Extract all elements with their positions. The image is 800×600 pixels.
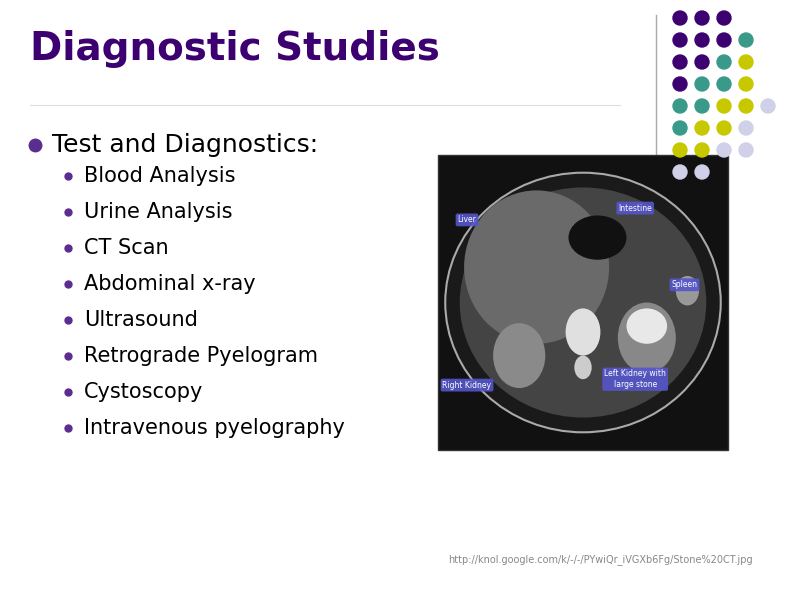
Text: Abdominal x-ray: Abdominal x-ray: [84, 274, 256, 294]
Bar: [438, 155, 728, 450]
Ellipse shape: [676, 276, 699, 305]
Circle shape: [739, 143, 753, 157]
Text: CT Scan: CT Scan: [84, 238, 169, 258]
Ellipse shape: [618, 302, 676, 373]
Circle shape: [717, 121, 731, 135]
Circle shape: [761, 99, 775, 113]
Circle shape: [717, 77, 731, 91]
Text: Left Kidney with
large stone: Left Kidney with large stone: [604, 370, 666, 389]
Circle shape: [739, 55, 753, 69]
Circle shape: [717, 55, 731, 69]
Text: Intestine: Intestine: [618, 203, 652, 212]
Text: http://knol.google.com/k/-/-/PYwiQr_iVGXb6Fg/Stone%20CT.jpg: http://knol.google.com/k/-/-/PYwiQr_iVGX…: [448, 554, 752, 565]
Circle shape: [717, 143, 731, 157]
Circle shape: [695, 33, 709, 47]
Ellipse shape: [493, 323, 546, 388]
Ellipse shape: [464, 190, 609, 344]
Circle shape: [717, 99, 731, 113]
Circle shape: [695, 121, 709, 135]
Circle shape: [717, 33, 731, 47]
Circle shape: [695, 99, 709, 113]
Ellipse shape: [460, 187, 706, 418]
Circle shape: [673, 165, 687, 179]
Circle shape: [673, 99, 687, 113]
Text: Liver: Liver: [458, 215, 477, 224]
Text: Test and Diagnostics:: Test and Diagnostics:: [52, 133, 318, 157]
Text: Blood Analysis: Blood Analysis: [84, 166, 235, 186]
Circle shape: [673, 121, 687, 135]
Text: Urine Analysis: Urine Analysis: [84, 202, 233, 222]
Circle shape: [673, 55, 687, 69]
Ellipse shape: [569, 215, 626, 260]
Ellipse shape: [566, 308, 600, 356]
Circle shape: [673, 77, 687, 91]
Ellipse shape: [626, 308, 667, 344]
Circle shape: [739, 33, 753, 47]
Circle shape: [673, 11, 687, 25]
Circle shape: [739, 99, 753, 113]
Text: Diagnostic Studies: Diagnostic Studies: [30, 30, 440, 68]
Circle shape: [695, 77, 709, 91]
Circle shape: [673, 33, 687, 47]
Ellipse shape: [446, 173, 721, 432]
Text: Intravenous pyelography: Intravenous pyelography: [84, 418, 345, 438]
Circle shape: [695, 165, 709, 179]
Circle shape: [739, 77, 753, 91]
Ellipse shape: [574, 356, 592, 379]
Circle shape: [739, 121, 753, 135]
Text: Retrograde Pyelogram: Retrograde Pyelogram: [84, 346, 318, 366]
Circle shape: [673, 143, 687, 157]
Text: Ultrasound: Ultrasound: [84, 310, 198, 330]
Circle shape: [695, 11, 709, 25]
Circle shape: [695, 55, 709, 69]
Circle shape: [717, 11, 731, 25]
Text: Right Kidney: Right Kidney: [442, 380, 491, 389]
Text: Cystoscopy: Cystoscopy: [84, 382, 203, 402]
Text: Spleen: Spleen: [671, 280, 698, 289]
Circle shape: [695, 143, 709, 157]
